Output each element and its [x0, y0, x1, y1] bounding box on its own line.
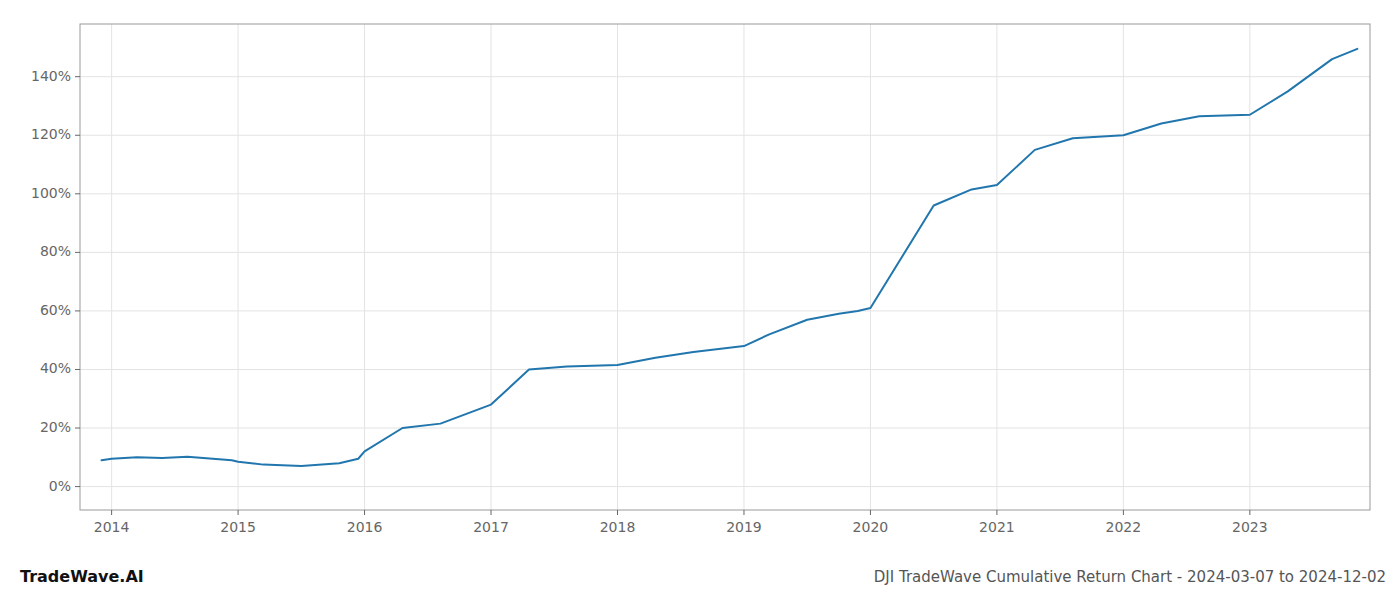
y-axis: 0% 20% 40% 60% 80% 100% 120% 140% [31, 68, 80, 494]
y-tick-label: 60% [40, 302, 71, 318]
background [0, 0, 1400, 600]
x-tick [1123, 510, 1124, 515]
x-grid-line [364, 24, 365, 510]
y-grid-line [80, 428, 1370, 429]
x-grid-line [1123, 24, 1124, 510]
y-tick-label: 120% [31, 126, 71, 142]
title: DJI TradeWave Cumulative Return Chart - … [874, 568, 1386, 586]
data-layer [102, 49, 1358, 466]
x-tick [743, 510, 744, 515]
grid [80, 24, 1370, 510]
x-tick [238, 510, 239, 515]
y-grid-line [80, 252, 1370, 253]
y-tick-label: 0% [49, 478, 71, 494]
x-grid-line [238, 24, 239, 510]
y-tick [75, 76, 80, 77]
x-tick-label: 2018 [600, 519, 636, 535]
x-tick-label: 2015 [220, 519, 256, 535]
y-grid-line [80, 369, 1370, 370]
x-tick [491, 510, 492, 515]
plot-frame [80, 24, 1370, 510]
x-tick-label: 2017 [473, 519, 509, 535]
y-tick-label: 80% [40, 243, 71, 259]
y-tick [75, 486, 80, 487]
y-grid-line [80, 486, 1370, 487]
y-grid-line [80, 76, 1370, 77]
x-tick [111, 510, 112, 515]
x-tick-label: 2019 [726, 519, 762, 535]
x-tick [870, 510, 871, 515]
x-grid-line [617, 24, 618, 510]
x-tick [1249, 510, 1250, 515]
x-grid-line [996, 24, 997, 510]
line [102, 49, 1358, 466]
y-tick [75, 428, 80, 429]
x-tick-label: 2014 [94, 519, 130, 535]
y-tick [75, 135, 80, 136]
x-tick-label: 2022 [1106, 519, 1142, 535]
x-axis: 2014 2015 2016 2017 2018 2019 2020 2021 2022 2023 [94, 510, 1268, 535]
x-tick [996, 510, 997, 515]
y-grid-line [80, 135, 1370, 136]
x-tick-label: 2023 [1232, 519, 1268, 535]
y-grid-line [80, 193, 1370, 194]
watermark: TradeWave.AI [20, 567, 144, 586]
x-grid-line [743, 24, 744, 510]
y-tick-label: 20% [40, 419, 71, 435]
y-tick-label: 140% [31, 68, 71, 84]
x-tick [364, 510, 365, 515]
y-tick-label: 100% [31, 185, 71, 201]
x-grid-line [1249, 24, 1250, 510]
y-tick [75, 252, 80, 253]
x-tick-label: 2020 [853, 519, 889, 535]
y-tick-label: 40% [40, 360, 71, 376]
x-tick-label: 2016 [347, 519, 383, 535]
y-tick [75, 369, 80, 370]
x-grid-line [491, 24, 492, 510]
x-tick [617, 510, 618, 515]
y-grid-line [80, 310, 1370, 311]
x-tick-label: 2021 [979, 519, 1015, 535]
x-grid-line [870, 24, 871, 510]
x-grid-line [111, 24, 112, 510]
y-tick [75, 310, 80, 311]
chart: 0%20%40%60%80%100%120%140%20142015201620… [0, 0, 1400, 600]
y-tick [75, 193, 80, 194]
